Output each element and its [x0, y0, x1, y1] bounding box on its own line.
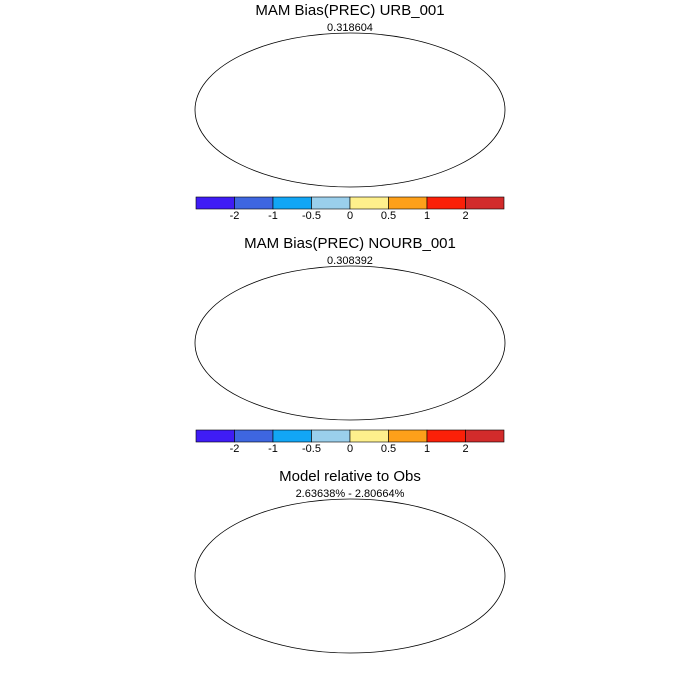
map-panel-3	[194, 498, 506, 654]
colorbar-tick-label: 2	[462, 443, 469, 455]
colorbar-tick-label: 2	[462, 210, 469, 222]
colorbar-tick-label: 0.5	[380, 443, 397, 455]
panel1-subtitle: 0.318604	[327, 22, 373, 34]
colorbar-swatch	[426, 196, 466, 210]
panel3-subtitle: 2.63638% - 2.80664%	[295, 488, 405, 500]
colorbar-swatch	[272, 429, 312, 443]
colorbar-tick-label: 0	[346, 210, 354, 222]
colorbar-tick-label: -0.5	[302, 210, 321, 222]
colorbar-tick-label: 0.5	[380, 210, 397, 222]
panel2-subtitle: 0.308392	[327, 255, 373, 267]
colorbar-swatch	[195, 196, 235, 210]
colorbar-swatch	[426, 429, 466, 443]
colorbar-swatch	[311, 196, 351, 210]
colorbar-tick-label: -0.5	[302, 443, 321, 455]
colorbar-swatch	[465, 196, 505, 210]
colorbar-swatch	[388, 196, 428, 210]
colorbar-2	[195, 429, 505, 443]
colorbar-swatch	[388, 429, 428, 443]
colorbar-swatch	[311, 429, 351, 443]
colorbar-swatch	[272, 196, 312, 210]
colorbar-swatch	[349, 196, 389, 210]
colorbar-tick-label: 1	[423, 210, 431, 222]
panel1-title: MAM Bias(PREC) URB_001	[255, 2, 445, 19]
colorbar-swatch	[234, 429, 274, 443]
colorbar-tick-label: 1	[423, 443, 431, 455]
colorbar-swatch	[349, 429, 389, 443]
map-panel-1	[194, 32, 506, 188]
colorbar-swatch	[195, 429, 235, 443]
map-panel-2	[194, 265, 506, 421]
colorbar-tick-label: 0	[346, 443, 354, 455]
panel2-title: MAM Bias(PREC) NOURB_001	[244, 235, 456, 252]
colorbar-tick-label: -1	[268, 443, 278, 455]
colorbar-tick-label: -1	[268, 210, 278, 222]
colorbar-tick-label: -2	[229, 443, 240, 455]
colorbar-swatch	[234, 196, 274, 210]
panel3-title: Model relative to Obs	[279, 468, 421, 485]
colorbar-swatch	[465, 429, 505, 443]
colorbar-tick-label: -2	[229, 210, 240, 222]
colorbar-1	[195, 196, 505, 210]
